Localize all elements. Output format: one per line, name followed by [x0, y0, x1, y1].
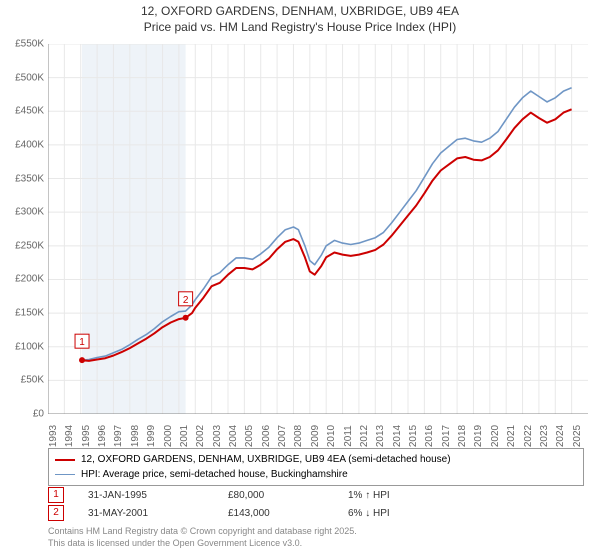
x-tick-label: 1999 [146, 425, 157, 447]
y-axis: £0£50K£100K£150K£200K£250K£300K£350K£400… [0, 44, 48, 414]
x-tick-label: 2003 [212, 425, 223, 447]
x-tick-label: 2011 [343, 425, 354, 447]
legend-label-address: 12, OXFORD GARDENS, DENHAM, UXBRIDGE, UB… [81, 452, 451, 467]
sale-date: 31-JAN-1995 [88, 490, 228, 501]
x-tick-label: 1993 [48, 425, 59, 447]
x-tick-label: 2016 [424, 425, 435, 447]
chart-area: 12 [48, 44, 588, 414]
y-tick-label: £350K [0, 173, 44, 184]
sale-price: £143,000 [228, 508, 348, 519]
svg-text:2: 2 [183, 295, 189, 306]
svg-text:1: 1 [79, 337, 85, 348]
y-tick-label: £150K [0, 308, 44, 319]
x-tick-label: 2000 [163, 425, 174, 447]
x-tick-label: 2020 [490, 425, 501, 447]
attribution-line2: This data is licensed under the Open Gov… [48, 538, 357, 550]
legend: 12, OXFORD GARDENS, DENHAM, UXBRIDGE, UB… [48, 448, 584, 486]
x-tick-label: 1998 [130, 425, 141, 447]
y-tick-label: £550K [0, 39, 44, 50]
x-tick-label: 2001 [179, 425, 190, 447]
attribution-line1: Contains HM Land Registry data © Crown c… [48, 526, 357, 538]
sale-pct: 1% ↑ HPI [348, 490, 468, 501]
sale-date: 31-MAY-2001 [88, 508, 228, 519]
x-tick-label: 2010 [326, 425, 337, 447]
x-tick-label: 2021 [506, 425, 517, 447]
x-tick-label: 2008 [293, 425, 304, 447]
sale-price: £80,000 [228, 490, 348, 501]
x-tick-label: 2004 [228, 425, 239, 447]
y-tick-label: £450K [0, 106, 44, 117]
x-tick-label: 2009 [310, 425, 321, 447]
x-tick-label: 2024 [555, 425, 566, 447]
x-tick-label: 2013 [375, 425, 386, 447]
sale-marker-1: 1 [48, 487, 64, 503]
y-tick-label: £250K [0, 240, 44, 251]
x-tick-label: 2014 [392, 425, 403, 447]
x-tick-label: 2022 [523, 425, 534, 447]
x-tick-label: 2012 [359, 425, 370, 447]
y-tick-label: £400K [0, 139, 44, 150]
x-tick-label: 2006 [261, 425, 272, 447]
legend-swatch-hpi [55, 474, 75, 475]
y-tick-label: £0 [0, 409, 44, 420]
x-tick-label: 2015 [408, 425, 419, 447]
x-tick-label: 2017 [441, 425, 452, 447]
legend-label-hpi: HPI: Average price, semi-detached house,… [81, 467, 348, 482]
x-tick-label: 2018 [457, 425, 468, 447]
legend-swatch-address [55, 459, 75, 461]
sales-table: 1 31-JAN-1995 £80,000 1% ↑ HPI 2 31-MAY-… [48, 486, 468, 522]
x-axis: 1993 1994 1995 1996 1997 1998 1999 2000 2001 2002… [48, 414, 588, 444]
title-line1: 12, OXFORD GARDENS, DENHAM, UXBRIDGE, UB… [0, 4, 600, 20]
x-tick-label: 1996 [97, 425, 108, 447]
x-tick-label: 2005 [244, 425, 255, 447]
x-tick-label: 2002 [195, 425, 206, 447]
sale-marker-2: 2 [48, 505, 64, 521]
x-tick-label: 1995 [81, 425, 92, 447]
sales-row: 2 31-MAY-2001 £143,000 6% ↓ HPI [48, 504, 468, 522]
x-tick-label: 1994 [64, 425, 75, 447]
y-tick-label: £300K [0, 207, 44, 218]
x-tick-label: 2025 [572, 425, 583, 447]
y-tick-label: £500K [0, 72, 44, 83]
x-tick-label: 1997 [113, 425, 124, 447]
y-tick-label: £200K [0, 274, 44, 285]
attribution: Contains HM Land Registry data © Crown c… [48, 526, 357, 549]
x-tick-label: 2019 [473, 425, 484, 447]
sales-row: 1 31-JAN-1995 £80,000 1% ↑ HPI [48, 486, 468, 504]
x-tick-label: 2007 [277, 425, 288, 447]
y-tick-label: £100K [0, 341, 44, 352]
title-line2: Price paid vs. HM Land Registry's House … [0, 20, 600, 36]
y-tick-label: £50K [0, 375, 44, 386]
x-tick-label: 2023 [539, 425, 550, 447]
sale-pct: 6% ↓ HPI [348, 508, 468, 519]
